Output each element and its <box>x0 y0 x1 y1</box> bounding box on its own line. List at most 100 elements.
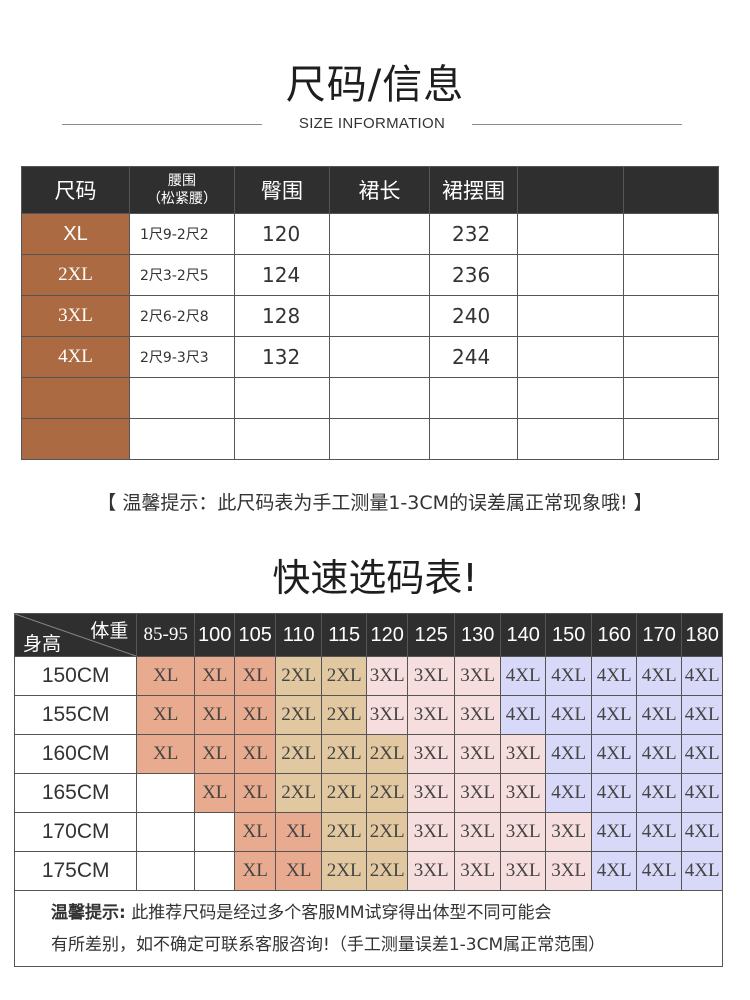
size-cell: XL <box>194 734 236 774</box>
table-row <box>21 418 719 460</box>
size-cell: 4XL <box>544 734 593 774</box>
size-cell: 4XL <box>681 773 723 813</box>
cell-hem: 236 <box>429 254 518 296</box>
header-hip: 臀围 <box>234 166 330 214</box>
size-cell: 4XL <box>681 734 723 774</box>
size-cell: XL <box>234 656 276 696</box>
height-cell: 175CM <box>13 851 138 891</box>
cell-length <box>329 336 430 378</box>
cell-length <box>329 213 430 255</box>
size-cell: 4XL <box>591 734 637 774</box>
cell-hip: 120 <box>234 213 330 255</box>
size-cell: 3XL <box>500 734 546 774</box>
cell-c6 <box>517 295 624 337</box>
weight-label: 体重 <box>90 621 129 642</box>
height-cell: 170CM <box>13 812 138 852</box>
size-cell: 3XL <box>453 656 502 696</box>
size-cell: 2XL <box>321 695 367 735</box>
cell-size: XL <box>21 213 130 255</box>
weight-header: 120 <box>365 613 409 657</box>
cell-c7 <box>623 295 719 337</box>
weight-header: 105 <box>234 613 276 657</box>
size-cell <box>136 851 196 891</box>
size-cell: 3XL <box>453 851 502 891</box>
recommend-tip: 温馨提示: 此推荐尺码是经过多个客服MM试穿得出体型不同可能会 有所差别，如不确定… <box>14 890 723 967</box>
tip-line-2: 有所差别，如不确定可联系客服咨询!（手工测量误差1-3CM属正常范围） <box>51 934 606 955</box>
height-cell: 160CM <box>13 734 138 774</box>
weight-header: 160 <box>591 613 637 657</box>
header-waist-line2: （松紧腰） <box>147 191 217 207</box>
cell-c6 <box>517 254 624 296</box>
size-cell <box>194 851 236 891</box>
height-cell: 165CM <box>13 773 138 813</box>
cell-hip: 132 <box>234 336 330 378</box>
size-cell: 2XL <box>365 773 409 813</box>
diagonal-line <box>15 614 136 656</box>
cell-hip <box>234 418 330 460</box>
cell-c6 <box>517 377 624 419</box>
size-cell: 3XL <box>407 851 455 891</box>
table-row: 3XL 2尺6-2尺8 128 240 <box>21 295 719 337</box>
size-cell: 3XL <box>500 773 546 813</box>
cell-hip <box>234 377 330 419</box>
size-cell: 3XL <box>407 773 455 813</box>
tip-label: 温馨提示: <box>51 902 126 923</box>
header-waist-line1: 腰围 <box>168 173 196 189</box>
cell-waist: 1尺9-2尺2 <box>129 213 235 255</box>
weight-header: 110 <box>274 613 323 657</box>
size-cell: XL <box>274 812 323 852</box>
size-cell: 4XL <box>591 773 637 813</box>
table-row: 150CM XL XL XL 2XL 2XL 3XL 3XL 3XL 4XL 4XL 4XL 4XL 4X… <box>13 656 723 696</box>
weight-header: 85-95 <box>136 613 196 657</box>
header-blank-1 <box>517 166 624 214</box>
cell-size: 3XL <box>21 295 130 337</box>
size-cell: 3XL <box>407 734 455 774</box>
size-cell: 3XL <box>407 656 455 696</box>
divider-right <box>472 124 682 125</box>
weight-header: 100 <box>194 613 236 657</box>
size-cell: XL <box>234 812 276 852</box>
size-cell: 4XL <box>635 695 683 735</box>
subtitle-row: SIZE INFORMATION <box>62 115 682 135</box>
size-cell: XL <box>274 851 323 891</box>
table-row: 4XL 2尺9-3尺3 132 244 <box>21 336 719 378</box>
size-cell: 2XL <box>365 812 409 852</box>
size-cell: XL <box>234 695 276 735</box>
cell-c7 <box>623 377 719 419</box>
size-cell: XL <box>234 773 276 813</box>
cell-hem: 232 <box>429 213 518 255</box>
header-waist: 腰围 （松紧腰） <box>129 166 235 214</box>
tip-row: 温馨提示: 此推荐尺码是经过多个客服MM试穿得出体型不同可能会 有所差别，如不确定… <box>14 890 723 967</box>
size-cell: 2XL <box>274 695 323 735</box>
page-title: 尺码/信息 <box>285 62 465 108</box>
size-cell: 3XL <box>544 812 593 852</box>
size-cell: 4XL <box>500 656 546 696</box>
size-cell: 4XL <box>681 812 723 852</box>
size-cell: 2XL <box>274 773 323 813</box>
table-row: 155CM XL XL XL 2XL 2XL 3XL 3XL 3XL 4XL 4XL 4XL 4XL 4X… <box>13 695 723 735</box>
table-row <box>21 377 719 419</box>
size-cell: 3XL <box>453 773 502 813</box>
size-cell: 3XL <box>453 695 502 735</box>
size-cell: XL <box>136 656 196 696</box>
size-cell: XL <box>194 695 236 735</box>
size-cell: 2XL <box>321 734 367 774</box>
size-cell: 3XL <box>453 812 502 852</box>
cell-length <box>329 377 430 419</box>
size-cell: 4XL <box>591 812 637 852</box>
cell-c7 <box>623 213 719 255</box>
cell-length <box>329 254 430 296</box>
size-cell <box>136 773 196 813</box>
table-row: 170CM XL XL 2XL 2XL 3XL 3XL 3XL 3XL 4XL 4XL 4XL <box>13 812 723 852</box>
size-cell: 4XL <box>591 851 637 891</box>
size-cell: 4XL <box>591 695 637 735</box>
cell-c7 <box>623 418 719 460</box>
size-cell: 4XL <box>635 773 683 813</box>
size-cell: 2XL <box>365 851 409 891</box>
table-row: 175CM XL XL 2XL 2XL 3XL 3XL 3XL 3XL 4XL 4XL 4XL <box>13 851 723 891</box>
height-label: 身高 <box>23 634 62 655</box>
size-cell: 4XL <box>681 656 723 696</box>
size-cell <box>136 812 196 852</box>
weight-header: 125 <box>407 613 455 657</box>
cell-waist <box>129 418 235 460</box>
